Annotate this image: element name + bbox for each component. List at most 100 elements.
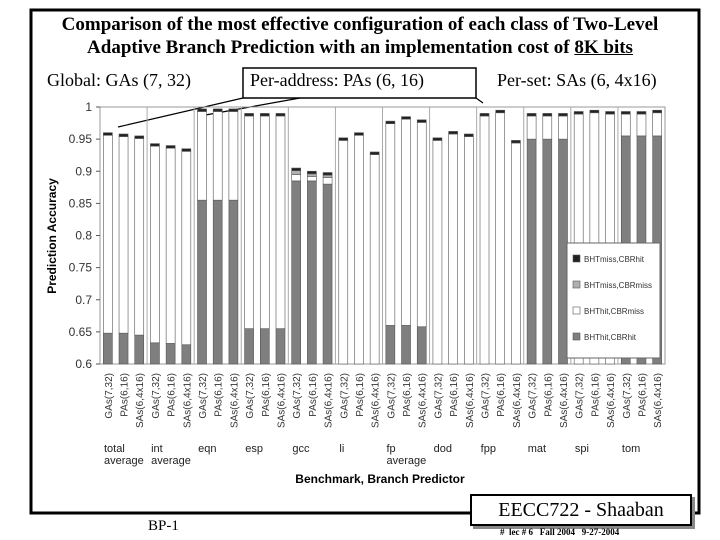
x-tick-label: PAs(6,16): [355, 373, 366, 417]
bar-segment: [291, 167, 301, 171]
x-tick-label: SAs(6,4x16): [135, 373, 146, 428]
bar-segment: [150, 342, 160, 365]
bar-segment: [401, 325, 411, 365]
x-tick-label: SAs(6,4x16): [653, 373, 664, 428]
bar-segment: [448, 131, 458, 135]
y-tick-label: 0.85: [69, 196, 93, 210]
legend-label: BHThit,CBRmiss: [584, 307, 644, 316]
x-tick-label: GAs(7,32): [198, 373, 209, 419]
x-tick-label: GAs(7,32): [104, 373, 115, 419]
footer-note: # lec # 6 Fall 2004 9-27-2004: [500, 527, 620, 537]
bar-segment: [291, 180, 301, 365]
group-label: mat: [527, 443, 547, 455]
group-label: esp: [245, 443, 263, 455]
bar-segment: [558, 115, 568, 140]
config-label: Per-address: PAs (6, 16): [250, 70, 424, 90]
bar-segment: [605, 111, 615, 115]
x-tick-label: GAs(7,32): [481, 373, 492, 419]
bar-segment: [636, 111, 647, 115]
bar-segment: [197, 199, 207, 365]
legend-swatch: [572, 332, 581, 341]
bar-segment: [275, 115, 286, 329]
group-label: int average: [151, 443, 191, 467]
bar-segment: [165, 343, 176, 365]
bar-segment: [322, 177, 333, 185]
group-label: total average: [104, 443, 144, 467]
title-text: Adaptive Branch Prediction with an imple…: [87, 37, 570, 58]
bar-segment: [244, 113, 254, 117]
x-tick-label: SAs(6,4x16): [229, 373, 240, 428]
group-label: dod: [433, 443, 452, 455]
bar-segment: [416, 122, 427, 328]
bar-segment: [275, 113, 286, 117]
bar-segment: [620, 111, 631, 115]
bar-segment: [307, 180, 317, 365]
y-tick-label: 0.75: [69, 261, 93, 275]
bar-segment: [542, 113, 553, 117]
bar-segment: [542, 138, 553, 365]
bar-segment: [526, 113, 537, 117]
x-tick-label: PAs(6,16): [214, 373, 225, 417]
bar-segment: [636, 113, 647, 137]
y-tick-label: 0.65: [69, 325, 93, 339]
bar-segment: [558, 113, 568, 117]
x-tick-label: PAs(6,16): [308, 373, 319, 417]
bar-segment: [118, 133, 129, 137]
bar-segment: [259, 113, 270, 117]
bar-segment: [259, 328, 270, 365]
legend-label: BHTmiss,CBRhit: [584, 255, 645, 264]
bar-segment: [322, 183, 333, 365]
x-tick-label: GAs(7,32): [528, 373, 539, 419]
x-tick-label: GAs(7,32): [292, 373, 303, 419]
title-line: Adaptive Branch Prediction with an imple…: [30, 37, 690, 59]
callout-line: [475, 97, 484, 104]
legend-label: BHThit,CBRhit: [584, 333, 637, 342]
config-label: Per-set: SAs (6, 4x16): [497, 70, 657, 90]
bar-segment: [385, 123, 396, 326]
group-label: fpp: [480, 443, 496, 455]
x-tick-label: SAs(6,4x16): [559, 373, 570, 428]
bar-segment: [212, 111, 223, 201]
x-tick-label: PAs(6,16): [449, 373, 460, 417]
x-tick-label: PAs(6,16): [120, 373, 131, 417]
bar-segment: [150, 143, 160, 147]
x-tick-label: SAs(6,4x16): [324, 373, 335, 428]
legend-swatch: [572, 280, 581, 289]
bar-segment: [573, 111, 584, 115]
bar-segment: [652, 112, 662, 137]
bar-segment: [291, 174, 301, 182]
bar-segment: [354, 132, 364, 136]
bar-segment: [620, 113, 631, 137]
bar-segment: [103, 332, 113, 365]
bar-segment: [558, 138, 568, 365]
x-tick-label: SAs(6,4x16): [606, 373, 617, 428]
course-badge: EECC722 - Shaaban: [470, 494, 692, 526]
legend-swatch: [572, 306, 581, 315]
x-tick-label: PAs(6,16): [590, 373, 601, 417]
bar-segment: [416, 326, 427, 365]
x-tick-label: GAs(7,32): [339, 373, 350, 419]
x-tick-label: SAs(6,4x16): [276, 373, 287, 428]
group-label: fp average: [386, 443, 427, 467]
bar-segment: [338, 137, 349, 141]
bar-segment: [432, 140, 443, 365]
bar-segment: [401, 116, 411, 120]
x-axis-label: Benchmark, Branch Predictor: [295, 472, 465, 486]
bar-segment: [181, 344, 192, 365]
bar-segment: [401, 118, 411, 326]
bar-segment: [369, 154, 380, 365]
bar-segment: [495, 109, 506, 114]
legend-swatch: [572, 254, 581, 263]
label-box: [242, 67, 477, 99]
bar-segment: [103, 134, 113, 334]
bar-segment: [244, 328, 254, 365]
x-tick-label: GAs(7,32): [151, 373, 162, 419]
x-tick-label: GAs(7,32): [386, 373, 397, 419]
config-label: Global: GAs (7, 32): [47, 70, 191, 90]
x-tick-label: GAs(7,32): [622, 373, 633, 419]
bar-segment: [259, 115, 270, 329]
bar-segment: [118, 136, 129, 334]
bar-segment: [354, 134, 364, 365]
